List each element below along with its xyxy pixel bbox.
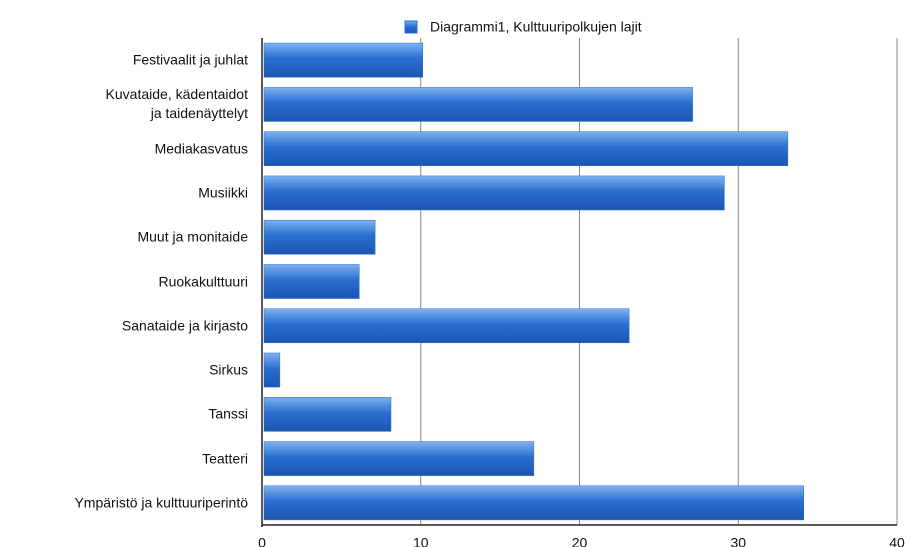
bar (263, 131, 789, 166)
bar (263, 42, 423, 78)
bar (263, 352, 281, 388)
y-tick-label: Kuvataide, kädentaidot ja taidenäyttelyt (105, 86, 248, 122)
x-tick-label: 30 (730, 535, 746, 547)
y-tick-label: Ruokakulttuuri (158, 273, 249, 289)
x-tick-label: 20 (572, 535, 588, 547)
legend-swatch (404, 20, 418, 34)
x-tick-label: 40 (889, 535, 905, 547)
x-tick-label: 10 (413, 535, 429, 547)
bar (263, 219, 376, 255)
bar (263, 87, 693, 122)
x-tick-label: 0 (258, 535, 266, 547)
y-tick-label: Mediakasvatus (154, 140, 248, 157)
y-tick-label: Teatteri (202, 450, 248, 467)
y-tick-label: Tanssi (208, 405, 248, 422)
y-tick-label: Muut ja monitaide (137, 228, 248, 245)
bar (263, 308, 630, 344)
bar (263, 264, 360, 299)
y-tick-label: Sirkus (209, 361, 248, 378)
bar (263, 175, 725, 211)
y-tick-label: Ympäristö ja kulttuuriperintö (74, 494, 248, 511)
bar (263, 485, 804, 521)
bar (263, 397, 392, 432)
legend-label: Diagrammi1, Kulttuuripolkujen lajit (430, 19, 642, 35)
y-tick-label: Musiikki (198, 184, 248, 201)
y-tick-label: Festivaalit ja juhlat (132, 51, 248, 68)
y-tick-label: Sanataide ja kirjasto (121, 317, 248, 334)
bar (263, 441, 535, 476)
